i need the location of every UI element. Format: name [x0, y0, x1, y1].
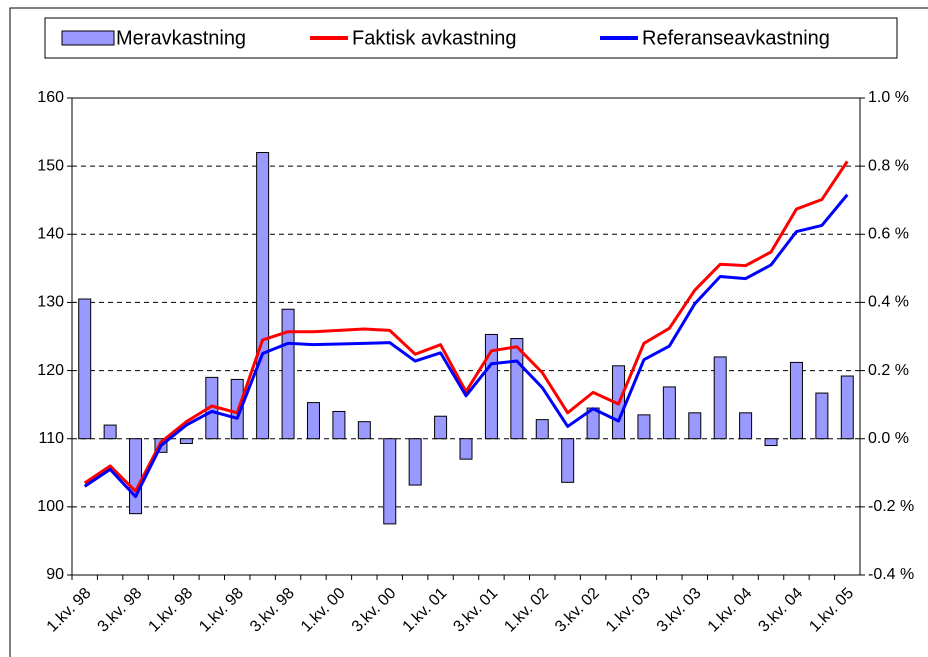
y2-tick-label: 0.8 % — [868, 157, 909, 174]
y2-tick-label: 0.4 % — [868, 294, 909, 311]
bar — [459, 438, 473, 460]
bar — [535, 419, 549, 440]
bar — [383, 438, 397, 525]
bar — [408, 438, 422, 486]
x-tick-label: 1.kv. 01 — [400, 585, 451, 636]
bar — [434, 415, 448, 440]
y2-tick-label: 0.0 % — [868, 430, 909, 447]
bar — [789, 361, 803, 440]
legend: Meravkastning Faktisk avkastning Referanse… — [61, 27, 830, 49]
bar — [357, 421, 371, 440]
bar — [815, 392, 829, 440]
bar — [739, 412, 753, 440]
y-tick-label: 120 — [37, 362, 64, 379]
y2-tick-label: -0.4 % — [868, 566, 914, 583]
x-tick-label: 1.kv. 98 — [44, 585, 95, 636]
bar — [510, 338, 524, 440]
y-tick-label: 110 — [38, 430, 64, 447]
line — [83, 193, 849, 499]
bar — [78, 298, 92, 440]
legend-label: Referanseavkastning — [642, 27, 830, 49]
x-tick-label: 1.kv. 00 — [298, 585, 349, 636]
chart-frame — [9, 7, 928, 657]
bar — [332, 410, 346, 440]
bar — [713, 356, 727, 440]
x-tick-label: 3.kv. 01 — [450, 585, 501, 636]
x-tick-label: 3.kv. 02 — [552, 585, 603, 636]
y-tick-label: 160 — [37, 89, 64, 106]
bar — [484, 333, 498, 440]
plot-frame — [71, 97, 861, 576]
y2-tick-label: -0.2 % — [868, 498, 914, 515]
line — [83, 160, 849, 493]
bar — [637, 414, 651, 440]
x-tick-label: 1.kv. 04 — [705, 585, 756, 636]
x-tick-label: 1.kv. 98 — [196, 585, 247, 636]
y2-tick-label: 0.6 % — [868, 226, 909, 243]
y-tick-label: 140 — [37, 226, 64, 243]
bar — [256, 152, 270, 440]
y2-tick-label: 0.2 % — [868, 362, 909, 379]
bar — [306, 402, 320, 440]
bar — [129, 438, 143, 515]
bar — [103, 424, 117, 440]
bar — [764, 438, 778, 447]
y-tick-label: 100 — [37, 498, 64, 515]
x-tick-label: 1.kv. 02 — [501, 585, 552, 636]
x-tick-label: 1.kv. 98 — [145, 585, 196, 636]
legend-swatch — [61, 30, 115, 46]
x-tick-label: 1.kv. 03 — [603, 585, 654, 636]
y-tick-label: 90 — [46, 566, 64, 583]
x-tick-label: 1.kv. 05 — [806, 585, 857, 636]
y-tick-label: 130 — [37, 294, 64, 311]
bar — [179, 438, 193, 444]
y-tick-label: 150 — [37, 157, 64, 174]
legend-label: Faktisk avkastning — [352, 27, 517, 49]
bar — [561, 438, 575, 483]
x-tick-label: 3.kv. 98 — [95, 585, 146, 636]
legend-frame — [44, 17, 898, 59]
x-tick-label: 3.kv. 04 — [755, 585, 806, 636]
bar — [688, 412, 702, 440]
y2-tick-label: 1.0 % — [868, 89, 909, 106]
bar — [840, 375, 854, 440]
legend-label: Meravkastning — [116, 27, 246, 49]
x-tick-label: 3.kv. 00 — [349, 585, 400, 636]
x-tick-label: 3.kv. 03 — [654, 585, 705, 636]
bar — [281, 308, 295, 440]
x-tick-label: 3.kv. 98 — [247, 585, 298, 636]
bar — [662, 386, 676, 440]
